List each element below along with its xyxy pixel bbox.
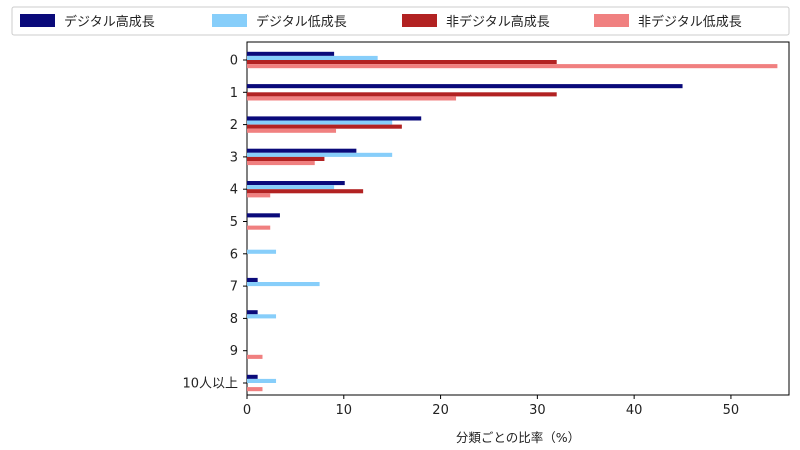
bar-series-0-cat-8: [247, 310, 258, 315]
bar-series-3-cat-3: [247, 161, 315, 166]
y-tick-label-4: 4: [230, 183, 238, 198]
bar-series-3-cat-4: [247, 193, 271, 198]
x-tick-label-5: 50: [723, 403, 740, 418]
bar-series-0-cat-0: [247, 51, 335, 56]
bar-series-0-cat-2: [247, 116, 422, 121]
bar-series-1-cat-6: [247, 249, 277, 254]
legend-swatch-2: [402, 14, 437, 27]
bar-series-3-cat-5: [247, 225, 271, 230]
bar-series-1-cat-0: [247, 55, 378, 60]
legend-label-0: デジタル高成長: [64, 14, 155, 30]
bar-series-2-cat-0: [247, 60, 557, 65]
x-axis-title: 分類ごとの比率（%）: [456, 430, 580, 445]
bar-series-1-cat-7: [247, 282, 320, 287]
bar-series-0-cat-4: [247, 181, 345, 186]
y-tick-label-6: 6: [230, 247, 238, 262]
x-tick-label-2: 20: [432, 403, 449, 418]
bar-series-0-cat-7: [247, 277, 258, 282]
bar-series-2-cat-1: [247, 92, 557, 97]
bar-series-0-cat-3: [247, 148, 357, 153]
x-tick-label-0: 0: [243, 403, 251, 418]
plot-frame: [246, 41, 790, 396]
bar-series-1-cat-3: [247, 152, 393, 157]
y-tick-label-1: 1: [230, 86, 238, 101]
legend-swatch-1: [212, 14, 247, 27]
legend-swatch-3: [594, 14, 629, 27]
bar-series-3-cat-10: [247, 387, 263, 392]
bar-series-3-cat-9: [247, 354, 263, 359]
bar-series-1-cat-2: [247, 120, 393, 125]
y-tick-label-7: 7: [230, 280, 238, 295]
legend-label-3: 非デジタル低成長: [638, 14, 742, 30]
y-tick-label-2: 2: [230, 118, 238, 133]
y-tick-label-8: 8: [230, 312, 238, 327]
x-tick-label-4: 40: [626, 403, 643, 418]
bar-series-0-cat-5: [247, 213, 280, 218]
bar-series-1-cat-8: [247, 314, 277, 319]
bar-series-3-cat-1: [247, 96, 457, 101]
bar-series-0-cat-1: [247, 84, 683, 89]
legend-swatch-0: [20, 14, 55, 27]
bar-series-1-cat-4: [247, 185, 335, 190]
bar-series-0-cat-10: [247, 374, 258, 379]
y-tick-label-9: 9: [230, 344, 238, 359]
legend: デジタル高成長 デジタル低成長 非デジタル高成長 非デジタル低成長: [11, 6, 790, 36]
bar-series-2-cat-4: [247, 189, 364, 194]
bar-series-1-cat-10: [247, 378, 277, 383]
bar-series-2-cat-2: [247, 124, 402, 129]
x-tick-label-1: 10: [336, 403, 353, 418]
y-tick-label-5: 5: [230, 215, 238, 230]
bar-series-3-cat-0: [247, 64, 778, 69]
legend-label-1: デジタル低成長: [256, 14, 347, 30]
y-tick-label-10: 10人以上: [182, 377, 238, 392]
bar-series-2-cat-3: [247, 156, 325, 161]
legend-label-2: 非デジタル高成長: [446, 14, 550, 30]
bar-series-3-cat-2: [247, 128, 337, 133]
y-tick-label-0: 0: [230, 54, 238, 69]
y-tick-label-3: 3: [230, 150, 238, 165]
plot-area: 0 1 2 3 4 5 6 7 8 9 10人以上 0 10 20 30 40 50: [182, 41, 790, 418]
x-tick-label-3: 30: [529, 403, 546, 418]
